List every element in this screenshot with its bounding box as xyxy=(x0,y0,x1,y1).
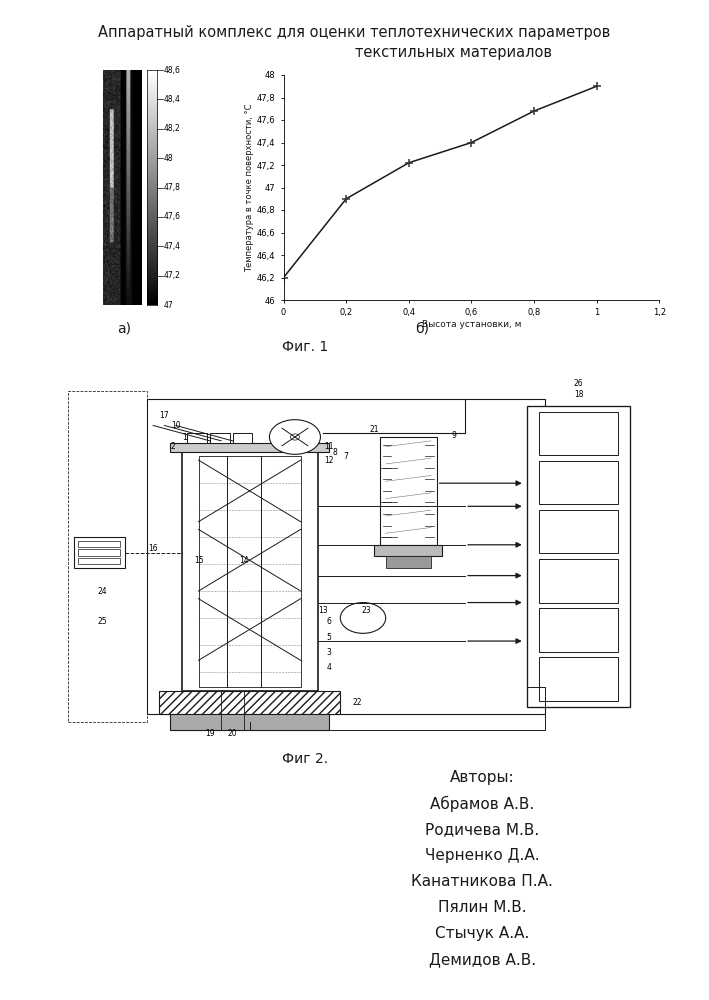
Text: Канатникова П.А.: Канатникова П.А. xyxy=(411,874,553,889)
Text: 20: 20 xyxy=(228,729,238,738)
Text: 48,4: 48,4 xyxy=(164,95,181,104)
Text: Авторы:: Авторы: xyxy=(450,770,515,785)
X-axis label: Высота установки, м: Высота установки, м xyxy=(422,320,521,329)
Text: 48: 48 xyxy=(164,154,174,163)
Text: 23: 23 xyxy=(361,606,371,615)
Bar xyxy=(182,452,318,691)
Text: 47,4: 47,4 xyxy=(164,242,181,251)
Text: 2: 2 xyxy=(171,442,175,451)
Text: 19: 19 xyxy=(205,729,215,738)
Bar xyxy=(527,406,630,706)
Text: Фиг 2.: Фиг 2. xyxy=(281,752,328,766)
Circle shape xyxy=(291,434,299,440)
Bar xyxy=(386,556,431,568)
Text: 8: 8 xyxy=(333,448,337,457)
Text: 47,6: 47,6 xyxy=(164,212,181,221)
Bar xyxy=(78,549,121,556)
Text: а): а) xyxy=(117,322,131,336)
Bar xyxy=(539,657,618,701)
Circle shape xyxy=(340,603,386,633)
Bar xyxy=(539,559,618,603)
Text: б): б) xyxy=(415,322,429,336)
Text: 4: 4 xyxy=(327,664,331,672)
Bar xyxy=(159,691,340,714)
Text: Стычук А.А.: Стычук А.А. xyxy=(435,926,530,941)
Text: 48,6: 48,6 xyxy=(164,66,181,75)
Text: 13: 13 xyxy=(318,606,328,615)
Text: 6: 6 xyxy=(327,617,331,626)
Text: 47: 47 xyxy=(164,300,174,310)
Bar xyxy=(78,558,121,564)
Text: 48,2: 48,2 xyxy=(164,124,181,133)
Text: Родичева М.В.: Родичева М.В. xyxy=(425,822,540,837)
Bar xyxy=(539,510,618,553)
Text: 1: 1 xyxy=(182,432,186,442)
Bar xyxy=(199,456,301,687)
Text: 26: 26 xyxy=(574,379,584,388)
Text: 17: 17 xyxy=(160,411,169,420)
Text: 7: 7 xyxy=(344,452,348,461)
Bar xyxy=(187,433,207,443)
Bar xyxy=(74,537,125,568)
Text: 3: 3 xyxy=(327,648,331,657)
Bar xyxy=(68,391,147,722)
Text: 9: 9 xyxy=(452,431,456,440)
Text: текстильных материалов: текстильных материалов xyxy=(355,45,552,60)
Bar xyxy=(78,541,121,547)
Text: 21: 21 xyxy=(369,425,379,434)
Y-axis label: Температура в точке поверхности, °С: Температура в точке поверхности, °С xyxy=(245,103,254,272)
Text: 47,2: 47,2 xyxy=(164,271,181,280)
Bar xyxy=(210,433,230,443)
Text: Демидов А.В.: Демидов А.В. xyxy=(428,952,536,967)
Text: 12: 12 xyxy=(324,456,334,465)
Text: 14: 14 xyxy=(239,556,249,565)
Bar xyxy=(539,461,618,504)
Text: 24: 24 xyxy=(97,586,107,595)
Text: 18: 18 xyxy=(574,390,584,399)
Bar xyxy=(170,714,329,730)
Text: 47,8: 47,8 xyxy=(164,183,181,192)
Text: 10: 10 xyxy=(171,421,181,430)
Text: Аппаратный комплекс для оценки теплотехнических параметров: Аппаратный комплекс для оценки теплотехн… xyxy=(99,25,610,40)
Circle shape xyxy=(269,420,320,454)
Text: Абрамов А.В.: Абрамов А.В. xyxy=(430,796,535,812)
Bar xyxy=(233,433,252,443)
Bar xyxy=(539,412,618,455)
Text: 15: 15 xyxy=(194,556,203,565)
Text: Пялин М.В.: Пялин М.В. xyxy=(438,900,527,915)
Bar xyxy=(374,545,442,556)
Bar xyxy=(539,608,618,652)
Text: Фиг. 1: Фиг. 1 xyxy=(281,340,328,354)
Text: 5: 5 xyxy=(327,633,331,642)
Bar xyxy=(147,398,545,714)
Bar xyxy=(170,443,329,452)
Text: 22: 22 xyxy=(352,698,362,707)
Text: 25: 25 xyxy=(97,617,107,626)
Text: 16: 16 xyxy=(148,544,158,553)
Text: 11: 11 xyxy=(324,442,334,451)
Text: Черненко Д.А.: Черненко Д.А. xyxy=(425,848,540,863)
Bar xyxy=(380,437,437,545)
